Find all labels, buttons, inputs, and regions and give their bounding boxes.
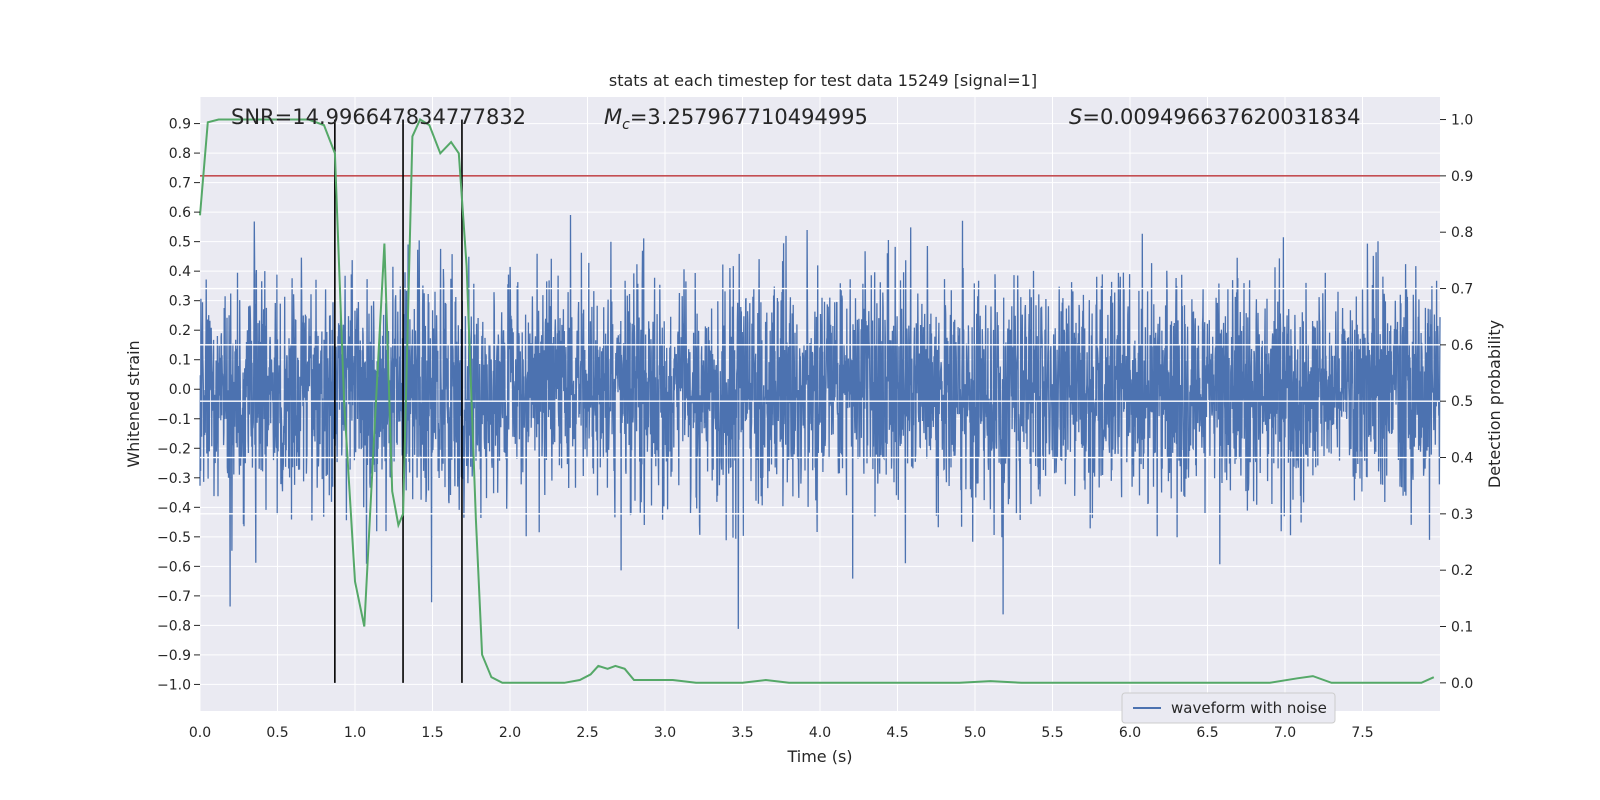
- x-tick-label: 7.0: [1274, 725, 1296, 741]
- y-tick-label: −0.7: [157, 589, 191, 605]
- y2-tick-label: 0.4: [1451, 451, 1473, 467]
- mc-symbol: M: [604, 105, 622, 129]
- x-tick-label: 4.0: [809, 725, 831, 741]
- s-value: =0.009496637620031834: [1082, 105, 1360, 129]
- overlay: [199, 118, 1440, 684]
- y-axis-label: Whitened strain: [124, 340, 143, 467]
- s-annotation: S=0.009496637620031834: [1069, 105, 1360, 129]
- y2-tick-label: 1.0: [1451, 113, 1473, 129]
- y2-tick-label: 0.7: [1451, 282, 1473, 298]
- y-tick-label: 0.5: [169, 235, 191, 251]
- y-tick-label: −0.8: [157, 618, 191, 634]
- y-axis-ticks: 0.9 0.8 0.7 0.6 0.5 0.4 0.3 0.2 0.1 0.0 −0.1 −0.2 −0…: [157, 117, 200, 693]
- y2-tick-label: 0.1: [1451, 620, 1473, 636]
- y2-axis-ticks: 1.0 0.9 0.8 0.7 0.6 0.5 0.4 0.3 0.2 0.1 0.0: [1440, 113, 1473, 692]
- legend: waveform with noise: [1121, 692, 1336, 724]
- chart-title: stats at each timestep for test data 152…: [609, 71, 1037, 90]
- x-tick-label: 1.5: [421, 725, 443, 741]
- x-axis-label: Time (s): [786, 747, 852, 766]
- y-tick-label: −1.0: [157, 677, 191, 693]
- y2-tick-label: 0.3: [1451, 507, 1473, 523]
- y-tick-label: −0.2: [157, 441, 191, 457]
- y-tick-label: 0.9: [169, 117, 191, 133]
- x-tick-label: 3.5: [731, 725, 753, 741]
- y-tick-label: 0.6: [169, 205, 191, 221]
- x-tick-label: 6.5: [1196, 725, 1218, 741]
- x-tick-label: 3.0: [654, 725, 676, 741]
- y-tick-label: 0.1: [169, 353, 191, 369]
- legend-label: waveform with noise: [1171, 699, 1327, 717]
- legend-box: [1121, 692, 1336, 724]
- mc-subscript: c: [622, 117, 630, 133]
- x-axis-ticks: 0.0 0.5 1.0 1.5 2.0 2.5 3.0 3.5 4.0 4.5 5.0 5.5 6.0 6…: [189, 725, 1374, 741]
- y2-tick-label: 0.9: [1451, 169, 1473, 185]
- y-tick-label: 0.2: [169, 323, 191, 339]
- y2-tick-label: 0.5: [1451, 394, 1473, 410]
- y-tick-label: 0.0: [169, 382, 191, 398]
- x-tick-label: 2.5: [576, 725, 598, 741]
- y-tick-label: −0.4: [157, 500, 191, 516]
- y-tick-label: 0.7: [169, 176, 191, 192]
- y-tick-label: −0.5: [157, 530, 191, 546]
- y2-tick-label: 0.8: [1451, 225, 1473, 241]
- y-tick-label: 0.4: [169, 264, 191, 280]
- x-tick-label: 4.5: [886, 725, 908, 741]
- x-tick-label: 0.5: [266, 725, 288, 741]
- y-tick-label: 0.8: [169, 146, 191, 162]
- y-tick-label: −0.6: [157, 559, 191, 575]
- x-tick-label: 5.5: [1041, 725, 1063, 741]
- s-symbol: S: [1069, 105, 1082, 129]
- mc-annotation: Mc=3.257967710494995: [604, 105, 868, 133]
- y-tick-label: −0.9: [157, 648, 191, 664]
- x-tick-label: 0.0: [189, 725, 211, 741]
- x-tick-label: 1.0: [344, 725, 366, 741]
- snr-annotation: SNR=14.996647834777832: [231, 105, 526, 129]
- detection-probability-line: [199, 118, 1435, 684]
- x-tick-label: 7.5: [1351, 725, 1373, 741]
- y2-tick-label: 0.0: [1451, 676, 1473, 692]
- y2-axis-label: Detection probability: [1485, 320, 1504, 488]
- x-tick-label: 5.0: [964, 725, 986, 741]
- y2-tick-label: 0.2: [1451, 563, 1473, 579]
- y-tick-label: −0.3: [157, 471, 191, 487]
- y-tick-label: −0.1: [157, 412, 191, 428]
- x-tick-label: 6.0: [1119, 725, 1141, 741]
- mc-value: =3.257967710494995: [630, 105, 868, 129]
- y-tick-label: 0.3: [169, 294, 191, 310]
- y2-tick-label: 0.6: [1451, 338, 1473, 354]
- x-tick-label: 2.0: [499, 725, 521, 741]
